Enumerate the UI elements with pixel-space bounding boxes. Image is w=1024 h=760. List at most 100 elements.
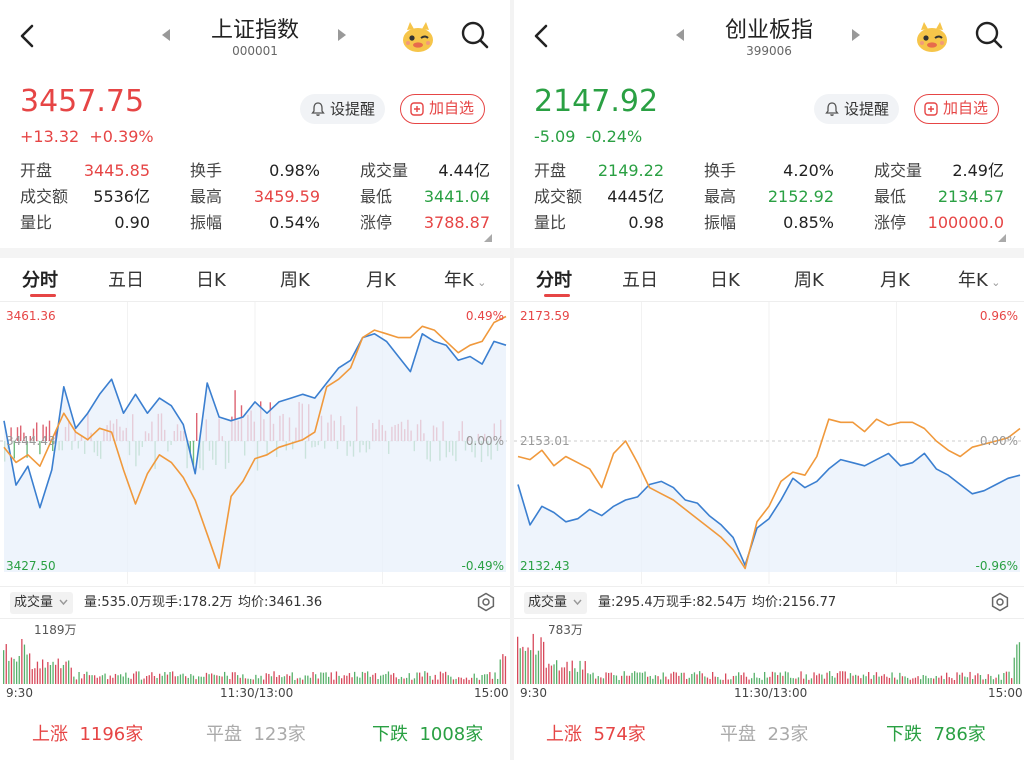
tab-0[interactable]: 分时 — [536, 266, 572, 292]
flow-bar — [52, 441, 54, 452]
volume-indicator-select[interactable]: 成交量 — [524, 592, 588, 614]
volume-bar — [5, 644, 7, 684]
volume-bar — [644, 671, 646, 684]
mascot-icon[interactable] — [912, 16, 952, 56]
volume-bar — [75, 679, 78, 684]
intraday-chart[interactable]: 2173.59 2153.01 2132.43 0.96% 0.00% -0.96% — [514, 302, 1024, 584]
volume-bar — [395, 677, 397, 684]
tab-3[interactable]: 周K — [794, 266, 824, 292]
expand-corner-icon[interactable] — [484, 234, 492, 242]
volume-bar — [563, 667, 566, 684]
add-watchlist-button[interactable]: 加自选 — [400, 94, 486, 124]
set-alert-button[interactable]: 设提醒 — [300, 94, 386, 124]
tab-2[interactable]: 日K — [710, 266, 740, 292]
volume-bar — [335, 671, 338, 684]
stat-value: 2.49亿 — [952, 161, 1004, 180]
previous-index-icon[interactable] — [674, 28, 686, 42]
volume-bar — [532, 633, 534, 684]
volume-bar — [351, 677, 353, 684]
previous-index-icon[interactable] — [160, 28, 172, 42]
expand-corner-icon[interactable] — [998, 234, 1006, 242]
volume-bar — [657, 676, 659, 684]
volume-bar — [270, 676, 273, 684]
add-watchlist-button[interactable]: 加自选 — [914, 94, 1000, 124]
gear-icon[interactable] — [990, 592, 1010, 612]
volume-bar — [927, 678, 930, 684]
header-bar: 创业板指 399006 — [514, 0, 1024, 72]
volume-bar — [328, 676, 330, 684]
volume-bar — [94, 675, 96, 684]
search-icon[interactable] — [974, 20, 1004, 50]
volume-bar — [803, 678, 805, 684]
volume-bar — [930, 677, 932, 684]
volume-bar — [403, 678, 405, 684]
tab-4[interactable]: 月K — [880, 266, 910, 292]
price-change: -5.09 -0.24% — [534, 127, 642, 146]
tab-label: 年K — [444, 270, 474, 291]
volume-bar — [169, 672, 171, 684]
search-icon[interactable] — [460, 20, 490, 50]
volume-bar — [242, 674, 244, 684]
volume-bar — [1000, 679, 1002, 684]
tab-0[interactable]: 分时 — [22, 266, 58, 292]
volume-bar — [696, 674, 698, 684]
volume-bar — [704, 676, 706, 684]
tab-4[interactable]: 月K — [366, 266, 396, 292]
stat-item: 成交额 5536亿 — [20, 184, 150, 210]
market-breadth: 上涨 1196家 平盘 123家 下跌 1008家 — [0, 712, 510, 752]
volume-bar — [78, 672, 80, 684]
volume-bar — [387, 671, 390, 684]
set-alert-button[interactable]: 设提醒 — [814, 94, 900, 124]
tab-3[interactable]: 周K — [280, 266, 310, 292]
volume-bar — [447, 675, 449, 684]
tab-5[interactable]: 年K ⌄ — [958, 266, 1001, 292]
volume-bar — [925, 675, 927, 684]
volume-bar — [244, 678, 247, 684]
tab-2[interactable]: 日K — [196, 266, 226, 292]
intraday-chart[interactable]: 3461.36 3444.43 3427.50 0.49% 0.00% -0.49% — [0, 302, 510, 584]
back-arrow-icon[interactable] — [16, 20, 40, 52]
volume-bar — [605, 672, 607, 684]
time-tick-open: 9:30 — [6, 686, 33, 700]
volume-bar — [909, 679, 911, 684]
stat-value: 4445亿 — [607, 187, 664, 206]
volume-bar — [153, 675, 156, 684]
volume-bar — [385, 673, 387, 684]
volume-bar — [21, 638, 23, 684]
tab-1[interactable]: 五日 — [108, 266, 144, 292]
volume-bar — [213, 674, 215, 684]
stat-value: 4.44亿 — [438, 161, 490, 180]
volume-bar — [164, 672, 166, 684]
volume-bar — [582, 669, 584, 684]
volume-bar — [998, 674, 1000, 684]
price-line — [517, 452, 1021, 567]
next-index-icon[interactable] — [336, 28, 348, 42]
axis-label-mid-price: 2153.01 — [520, 434, 570, 448]
active-tab-indicator — [30, 294, 56, 297]
header-bar: 上证指数 000001 — [0, 0, 510, 72]
volume-bar — [574, 668, 576, 684]
volume-bar — [920, 679, 922, 684]
back-arrow-icon[interactable] — [530, 20, 554, 52]
stat-item: 最高 2152.92 — [704, 184, 834, 210]
volume-bar — [499, 659, 501, 684]
volume-bar — [294, 679, 296, 684]
volume-bar — [122, 676, 124, 684]
volume-bar — [281, 677, 283, 684]
volume-bar — [31, 669, 33, 684]
volume-bar — [309, 677, 312, 684]
volume-indicator-select[interactable]: 成交量 — [10, 592, 74, 614]
volume-bar — [904, 676, 906, 684]
volume-bar — [821, 674, 823, 684]
volume-bar — [372, 674, 374, 684]
volume-bar — [179, 674, 182, 684]
mascot-icon[interactable] — [398, 16, 438, 56]
volume-bar — [104, 673, 106, 684]
next-index-icon[interactable] — [850, 28, 862, 42]
volume-bar — [615, 675, 618, 684]
volume-bar — [530, 650, 532, 684]
tab-5[interactable]: 年K ⌄ — [444, 266, 487, 292]
tab-1[interactable]: 五日 — [622, 266, 658, 292]
tab-label: 日K — [710, 270, 740, 291]
gear-icon[interactable] — [476, 592, 496, 612]
